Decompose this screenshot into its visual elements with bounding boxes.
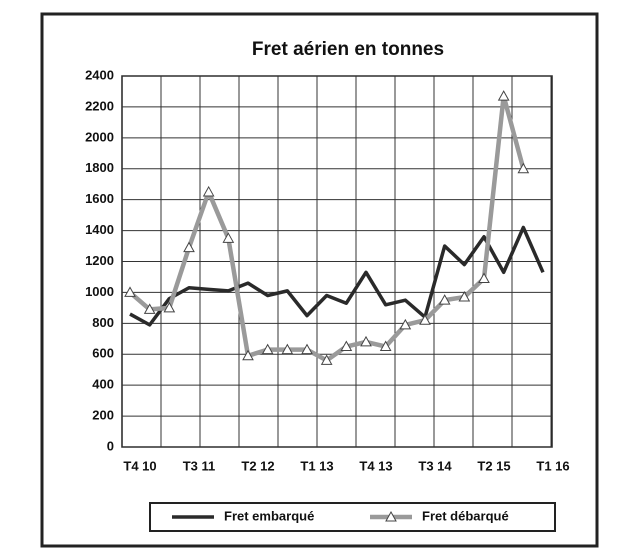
y-tick-label: 800 (92, 315, 114, 330)
y-tick-label: 600 (92, 346, 114, 361)
triangle-marker (517, 162, 530, 174)
x-tick-label: T1 16 (536, 458, 569, 473)
triangle-marker (124, 286, 136, 297)
triangle-marker (399, 318, 412, 330)
legend-marker (385, 510, 397, 522)
triangle-marker (183, 241, 195, 253)
legend-label: Fret embarqué (224, 508, 314, 523)
triangle-marker (497, 90, 510, 101)
triangle-marker (360, 335, 372, 347)
y-tick-label: 1800 (85, 160, 114, 175)
y-tick-label: 1600 (85, 191, 114, 206)
x-tick-label: T3 11 (183, 458, 216, 473)
triangle-marker (202, 185, 215, 197)
x-tick-label: T1 13 (300, 458, 333, 473)
series-line (129, 225, 545, 327)
triangle-marker (478, 272, 490, 284)
triangle-marker (261, 343, 274, 355)
triangle-marker (419, 314, 431, 325)
series-line (128, 93, 526, 363)
triangle-marker (438, 294, 451, 305)
triangle-marker (143, 303, 156, 314)
triangle-marker (379, 340, 392, 352)
y-tick-label: 2000 (85, 129, 114, 144)
y-tick-label: 1200 (85, 253, 114, 268)
x-tick-label: T3 14 (418, 458, 452, 473)
triangle-marker (320, 354, 333, 365)
y-tick-label: 1000 (85, 284, 114, 299)
y-tick-label: 200 (92, 408, 114, 423)
triangle-marker (222, 232, 235, 243)
triangle-marker (163, 301, 176, 313)
triangle-marker (301, 343, 313, 355)
y-tick-label: 2400 (85, 67, 114, 82)
x-tick-label: T2 15 (477, 458, 510, 473)
y-tick-label: 2200 (85, 98, 114, 113)
legend-label: Fret débarqué (422, 508, 509, 523)
x-tick-label: T4 13 (359, 458, 392, 473)
y-tick-label: 1400 (85, 222, 114, 237)
frame (40, 12, 599, 548)
triangle-marker (458, 291, 471, 302)
x-tick-label: T2 12 (241, 458, 274, 473)
y-tick-label: 0 (107, 438, 114, 453)
triangle-marker (340, 340, 353, 352)
y-tick-label: 400 (92, 377, 114, 392)
triangle-marker (242, 349, 254, 361)
chart-title: Fret aérien en tonnes (252, 39, 444, 60)
triangle-marker (281, 343, 294, 355)
legend-box (149, 502, 556, 532)
x-tick-label: T4 10 (123, 458, 156, 473)
